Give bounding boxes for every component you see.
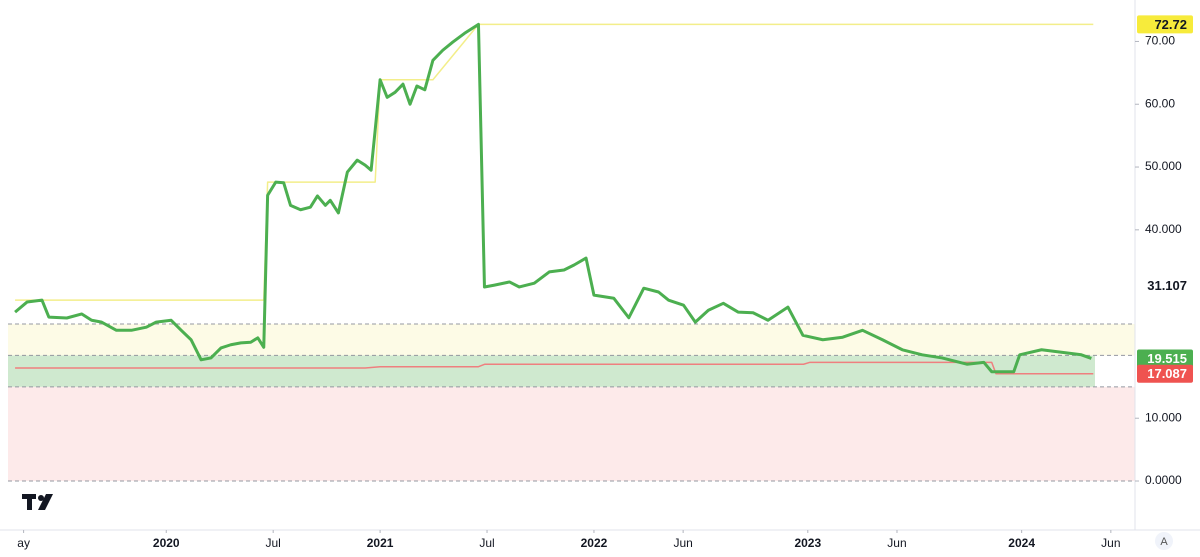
x-tick-label: Jul xyxy=(479,536,494,550)
price-label: 72.72 xyxy=(1154,17,1187,32)
y-tick-label: 60.00 xyxy=(1145,96,1175,110)
series-line xyxy=(15,361,1094,375)
price-label: 17.087 xyxy=(1147,366,1187,381)
plot-area xyxy=(8,22,1135,482)
y-tick-label: 50.000 xyxy=(1145,159,1182,173)
y-tick-label: 0.0000 xyxy=(1145,473,1182,487)
x-tick-label: Jul xyxy=(266,536,281,550)
y-tick-label: 70.00 xyxy=(1145,34,1175,48)
x-tick-label: 2022 xyxy=(581,536,608,550)
auto-scale-circle[interactable] xyxy=(1155,532,1173,550)
logo-part xyxy=(38,495,44,501)
zone-band xyxy=(8,355,1095,387)
price-label: 19.515 xyxy=(1147,351,1187,366)
x-tick-label: Jun xyxy=(673,536,692,550)
auto-scale-button[interactable]: A xyxy=(1155,532,1173,550)
x-tick-label: 2021 xyxy=(367,536,394,550)
series-line xyxy=(14,22,1092,374)
zone-band xyxy=(8,386,1135,482)
tradingview-logo xyxy=(22,494,53,510)
x-tick-label: Jun xyxy=(887,536,906,550)
zone-band xyxy=(8,324,1135,356)
logo-part xyxy=(38,494,53,510)
logo-part xyxy=(27,494,32,510)
x-tick-label: 2023 xyxy=(794,536,821,550)
price-label-box xyxy=(1137,364,1193,383)
x-tick-label: ay xyxy=(17,536,30,550)
price-label: 31.107 xyxy=(1147,278,1187,293)
price-label-box xyxy=(1137,276,1193,295)
auto-scale-icon[interactable]: A xyxy=(1160,536,1168,548)
x-tick-label: 2024 xyxy=(1008,536,1035,550)
price-label-box xyxy=(1137,15,1193,34)
x-tick-label: Jun xyxy=(1101,536,1120,550)
price-label-box xyxy=(1137,349,1193,368)
x-tick-label: 2020 xyxy=(153,536,180,550)
y-tick-label: 40.000 xyxy=(1145,222,1182,236)
y-tick-label: 10.000 xyxy=(1145,410,1182,424)
